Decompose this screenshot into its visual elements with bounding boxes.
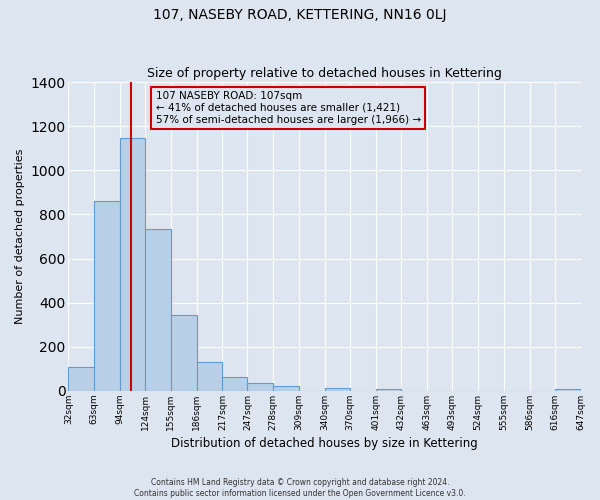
Bar bbox=[197, 362, 223, 391]
Bar bbox=[273, 386, 299, 391]
Bar bbox=[376, 389, 401, 391]
Bar bbox=[554, 390, 581, 391]
Text: Contains HM Land Registry data © Crown copyright and database right 2024.
Contai: Contains HM Land Registry data © Crown c… bbox=[134, 478, 466, 498]
Y-axis label: Number of detached properties: Number of detached properties bbox=[15, 149, 25, 324]
Text: 107 NASEBY ROAD: 107sqm
← 41% of detached houses are smaller (1,421)
57% of semi: 107 NASEBY ROAD: 107sqm ← 41% of detache… bbox=[155, 92, 421, 124]
Text: 107, NASEBY ROAD, KETTERING, NN16 0LJ: 107, NASEBY ROAD, KETTERING, NN16 0LJ bbox=[153, 8, 447, 22]
X-axis label: Distribution of detached houses by size in Kettering: Distribution of detached houses by size … bbox=[171, 437, 478, 450]
Title: Size of property relative to detached houses in Kettering: Size of property relative to detached ho… bbox=[147, 66, 502, 80]
Bar bbox=[325, 388, 350, 391]
Bar bbox=[171, 315, 197, 391]
Bar bbox=[223, 377, 247, 391]
Bar bbox=[145, 229, 171, 391]
Bar bbox=[94, 200, 120, 391]
Bar bbox=[120, 138, 145, 391]
Bar bbox=[247, 383, 273, 391]
Bar bbox=[68, 368, 94, 391]
